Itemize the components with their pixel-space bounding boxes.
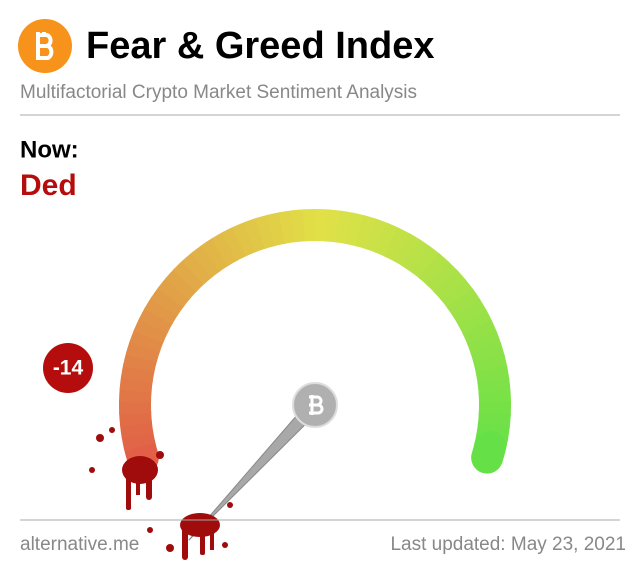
source: alternative.me xyxy=(20,534,139,555)
gauge: -14 xyxy=(43,209,511,541)
bitcoin-logo xyxy=(18,19,72,73)
value-badge xyxy=(43,343,93,393)
now-label: Now: xyxy=(20,136,79,163)
gauge-arc xyxy=(471,430,507,474)
subtitle: Multifactorial Crypto Market Sentiment A… xyxy=(20,82,417,103)
hub-logo xyxy=(309,395,324,415)
value-label: -14 xyxy=(53,357,84,380)
title: Fear & Greed Index xyxy=(86,25,434,67)
status: Ded xyxy=(20,169,77,202)
blood-splatter xyxy=(89,427,233,560)
updated: Last updated: May 23, 2021 xyxy=(390,534,626,555)
